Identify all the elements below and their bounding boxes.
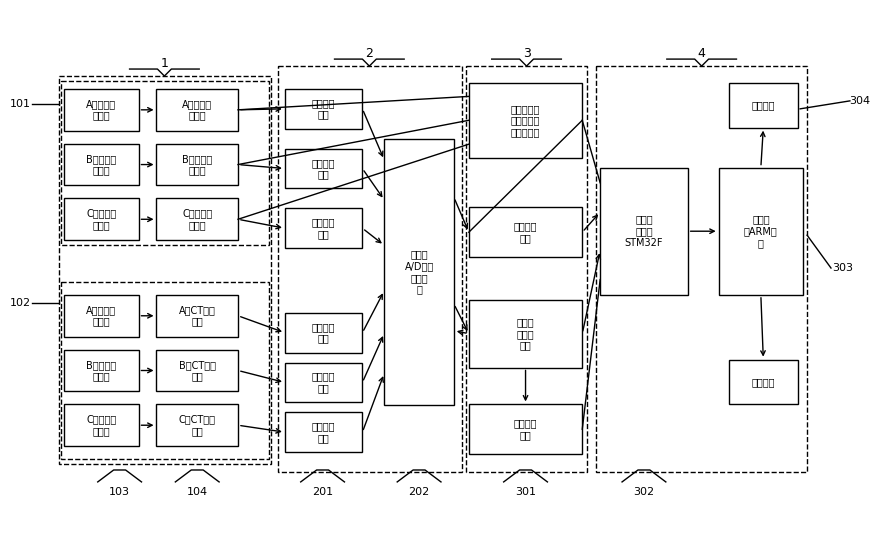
Text: B相电阻分
压电路: B相电阻分 压电路 (182, 154, 212, 175)
Text: 304: 304 (850, 96, 871, 106)
Bar (64, 349, 139, 391)
Text: 人机界
面ARM系
统: 人机界 面ARM系 统 (744, 215, 778, 248)
Text: 显示单元: 显示单元 (752, 100, 775, 110)
Bar (285, 149, 363, 189)
Text: 信号放大
电路: 信号放大 电路 (312, 372, 336, 393)
Bar (468, 404, 582, 454)
Text: 采样时
序控制
电路: 采样时 序控制 电路 (517, 317, 534, 350)
Bar (285, 362, 363, 402)
Text: C相电流输
入端口: C相电流输 入端口 (87, 414, 116, 436)
Text: 302: 302 (634, 487, 655, 497)
Bar (59, 76, 271, 464)
Text: 信号放大
电路: 信号放大 电路 (312, 322, 336, 343)
Text: C相电阻分
压电路: C相电阻分 压电路 (182, 209, 212, 230)
Text: 按键单元: 按键单元 (752, 377, 775, 387)
Text: 103: 103 (109, 487, 130, 497)
Bar (729, 360, 798, 404)
Bar (468, 207, 582, 257)
Bar (600, 167, 688, 295)
Text: 信号放大
电路: 信号放大 电路 (312, 158, 336, 179)
Text: C相电压输
入端口: C相电压输 入端口 (87, 209, 116, 230)
Text: 201: 201 (312, 487, 333, 497)
Bar (64, 295, 139, 337)
Bar (596, 66, 807, 472)
Bar (385, 138, 454, 405)
Text: 101: 101 (10, 99, 31, 109)
Text: B相电压输
入端口: B相电压输 入端口 (87, 154, 116, 175)
Text: 三路电压和
三路电流过
零比较电路: 三路电压和 三路电流过 零比较电路 (511, 104, 540, 137)
Bar (156, 404, 238, 446)
Text: 202: 202 (408, 487, 430, 497)
Bar (61, 81, 269, 245)
Text: A相CT取样
电路: A相CT取样 电路 (179, 305, 216, 326)
Text: 303: 303 (832, 263, 853, 273)
Bar (468, 300, 582, 367)
Text: 数据处
理单元
STM32F: 数据处 理单元 STM32F (625, 215, 663, 248)
Text: 八通道
A/D模数
转换电
路: 八通道 A/D模数 转换电 路 (405, 250, 434, 294)
Bar (285, 412, 363, 452)
Bar (278, 66, 461, 472)
Bar (285, 208, 363, 248)
Text: 信号放大
电路: 信号放大 电路 (312, 217, 336, 239)
Text: 脉冲输出
电路: 脉冲输出 电路 (514, 419, 538, 440)
Text: 301: 301 (515, 487, 536, 497)
Text: C相CT取样
电路: C相CT取样 电路 (178, 414, 216, 436)
Bar (156, 144, 238, 185)
Text: 信号放大
电路: 信号放大 电路 (312, 421, 336, 443)
Bar (61, 282, 269, 459)
Text: 时段控制
电路: 时段控制 电路 (514, 221, 538, 243)
Bar (64, 144, 139, 185)
Text: A相电压输
入端口: A相电压输 入端口 (87, 99, 116, 120)
Bar (468, 83, 582, 158)
Bar (64, 404, 139, 446)
Text: A相电阻分
压电路: A相电阻分 压电路 (182, 99, 212, 120)
Text: 1: 1 (161, 57, 169, 70)
Text: 102: 102 (10, 298, 31, 308)
Bar (466, 66, 587, 472)
Bar (156, 198, 238, 240)
Bar (285, 313, 363, 353)
Bar (156, 349, 238, 391)
Bar (64, 198, 139, 240)
Text: 104: 104 (187, 487, 208, 497)
Bar (729, 83, 798, 128)
Text: 4: 4 (697, 47, 705, 59)
Text: 2: 2 (365, 47, 373, 59)
Bar (64, 89, 139, 131)
Text: 信号放大
电路: 信号放大 电路 (312, 98, 336, 120)
Text: 3: 3 (523, 47, 531, 59)
Bar (156, 89, 238, 131)
Text: B相电流输
入端口: B相电流输 入端口 (87, 360, 116, 381)
Bar (156, 295, 238, 337)
Bar (718, 167, 803, 295)
Text: A相电流输
入端口: A相电流输 入端口 (87, 305, 116, 326)
Text: B相CT取样
电路: B相CT取样 电路 (178, 360, 216, 381)
Bar (285, 89, 363, 129)
